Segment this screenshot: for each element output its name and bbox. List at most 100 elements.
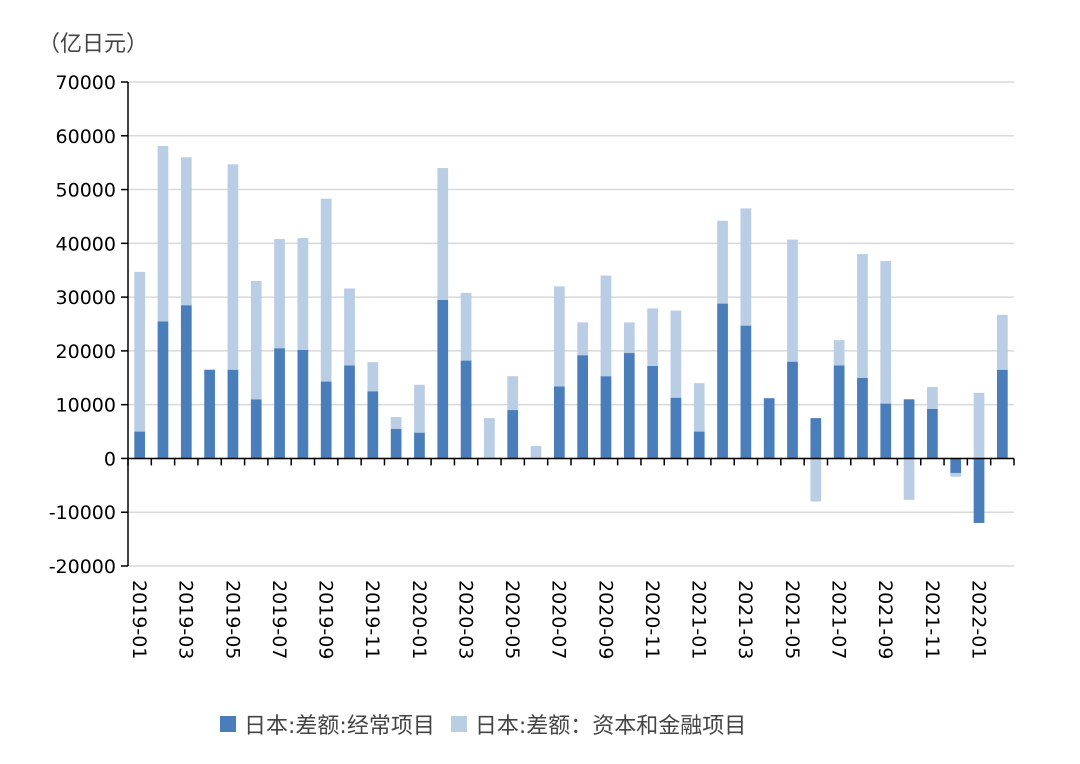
bar-capital-financial	[530, 446, 542, 459]
bar-capital-financial	[390, 417, 402, 429]
bar-current-account	[763, 398, 775, 459]
y-tick-label: 40000	[56, 233, 116, 255]
bar-current-account	[414, 432, 425, 459]
bar-current-account	[623, 353, 635, 459]
legend-swatch-current-account	[220, 716, 236, 732]
bar-current-account	[250, 399, 262, 459]
y-tick-label: 0	[104, 448, 116, 470]
y-tick-label: 10000	[56, 395, 116, 417]
x-tick-label: 2019-11	[361, 580, 383, 659]
bar-current-account	[973, 458, 985, 523]
legend: 日本:差额:经常项目 日本:差额：资本和金融项目	[220, 708, 762, 740]
bar-capital-financial	[787, 239, 798, 362]
x-tick-label: 2019-03	[175, 580, 197, 659]
x-tick-label: 2019-01	[128, 580, 150, 659]
x-tick-label: 2019-07	[268, 580, 290, 659]
bar-capital-financial	[623, 322, 635, 354]
bar-current-account	[577, 355, 589, 459]
x-tick-label: 2022-01	[967, 580, 989, 659]
x-tick-label: 2020-07	[548, 580, 570, 659]
bar-capital-financial	[460, 292, 472, 361]
legend-item-current-account: 日本:差额:经常项目	[220, 708, 435, 740]
bar-capital-financial	[717, 220, 728, 304]
y-tick-label: 20000	[56, 341, 116, 363]
bar-current-account	[880, 403, 892, 459]
x-tick-label: 2020-03	[454, 580, 476, 659]
bar-capital-financial	[693, 383, 705, 432]
bar-capital-financial	[367, 362, 379, 392]
bar-capital-financial	[320, 198, 332, 382]
bar-capital-financial	[996, 314, 1008, 370]
y-tick-label: -10000	[49, 502, 116, 524]
bar-current-account	[810, 418, 822, 459]
x-tick-label: 2021-09	[874, 580, 896, 659]
bar-current-account	[950, 458, 962, 473]
bar-current-account	[367, 391, 379, 459]
bar-current-account	[647, 365, 658, 459]
bar-current-account	[297, 349, 309, 459]
legend-label-current-account: 日本:差额:经常项目	[244, 714, 435, 739]
x-tick-label: 2020-01	[408, 580, 430, 659]
y-tick-label: 30000	[56, 287, 116, 309]
bar-capital-financial	[437, 168, 449, 300]
legend-item-capital-financial: 日本:差额：资本和金融项目	[450, 708, 747, 740]
bar-current-account	[507, 410, 519, 459]
x-tick-label: 2021-11	[921, 580, 943, 659]
x-tick-label: 2021-03	[734, 580, 756, 659]
bar-capital-financial	[670, 310, 682, 398]
bar-capital-financial	[903, 458, 915, 500]
x-tick-label: 2020-09	[594, 580, 616, 659]
bar-current-account	[134, 431, 146, 459]
x-tick-label: 2021-01	[688, 580, 710, 659]
bar-current-account	[227, 369, 239, 459]
y-tick-label: 60000	[56, 126, 116, 148]
bar-current-account	[437, 299, 449, 459]
bar-capital-financial	[810, 458, 822, 502]
bar-capital-financial	[297, 237, 309, 350]
x-tick-label: 2020-11	[641, 580, 663, 659]
bar-current-account	[787, 361, 798, 459]
bar-current-account	[833, 365, 845, 459]
bar-capital-financial	[553, 286, 565, 387]
bar-current-account	[740, 325, 752, 459]
x-tick-label: 2021-07	[827, 580, 849, 659]
bar-capital-financial	[973, 392, 985, 459]
bar-current-account	[274, 348, 285, 459]
bar-capital-financial	[344, 288, 355, 366]
bar-capital-financial	[950, 472, 962, 477]
bar-current-account	[320, 381, 332, 459]
bar-current-account	[204, 369, 215, 459]
bar-current-account	[693, 431, 705, 459]
bar-capital-financial	[880, 261, 892, 404]
bar-capital-financial	[484, 418, 495, 459]
bar-capital-financial	[927, 386, 938, 409]
y-tick-label: 70000	[56, 72, 116, 94]
bar-current-account	[390, 428, 402, 459]
bar-current-account	[600, 376, 612, 459]
bar-capital-financial	[647, 308, 658, 366]
bar-capital-financial	[134, 271, 146, 432]
x-tick-label: 2020-05	[501, 580, 523, 659]
bar-capital-financial	[577, 322, 589, 356]
bar-current-account	[460, 360, 472, 459]
y-tick-label: -20000	[49, 556, 116, 578]
bar-capital-financial	[227, 164, 239, 370]
bar-capital-financial	[414, 384, 425, 433]
legend-label-capital-financial: 日本:差额：资本和金融项目	[474, 714, 747, 739]
bar-capital-financial	[180, 157, 192, 306]
x-tick-label: 2019-09	[315, 580, 337, 659]
bar-capital-financial	[833, 340, 845, 366]
bar-capital-financial	[507, 376, 519, 411]
legend-swatch-capital-financial	[450, 716, 467, 732]
bar-capital-financial	[250, 280, 262, 400]
x-tick-label: 2019-05	[221, 580, 243, 659]
bar-capital-financial	[740, 208, 752, 326]
bar-capital-financial	[274, 239, 285, 349]
bar-current-account	[996, 369, 1008, 459]
bar-current-account	[157, 321, 169, 459]
bar-current-account	[927, 408, 938, 459]
bar-current-account	[903, 399, 915, 459]
y-unit-label: （亿日元）	[38, 32, 149, 57]
bar-capital-financial	[157, 145, 169, 322]
